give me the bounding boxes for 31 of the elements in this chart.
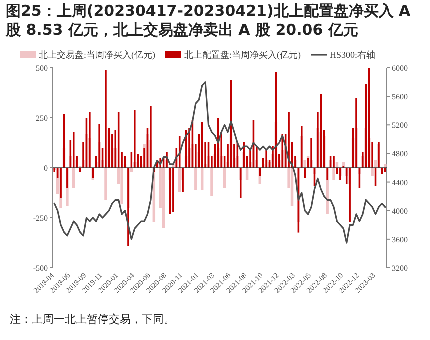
bar (194, 168, 198, 190)
y2-tick-label: 4800 (392, 150, 408, 159)
bar (120, 168, 124, 204)
y2-tick-label: 4400 (392, 178, 408, 188)
legend-label: 北上交易盘:当周净买入(亿元) (39, 50, 156, 60)
y2-tick-label: 6000 (392, 64, 408, 73)
bar (104, 168, 108, 200)
bar (162, 168, 166, 228)
bar (178, 168, 182, 192)
y2-tick-label: 5200 (392, 121, 408, 130)
y2-tick-label: 4000 (392, 206, 408, 216)
y-tick-label: -500 (33, 264, 48, 273)
text: 注：上周一北上暂停交易，下同。 (10, 312, 175, 327)
bar (371, 168, 374, 176)
y-tick-label: 500 (36, 64, 48, 73)
chart-title: 图25：上周(20230417-20230421)北上配置盘净买入 A 股 8.53 亿元，北上交易盘净卖出 A 股 20.06 亿元 (6, 2, 412, 40)
y-tick-label: -250 (33, 214, 48, 223)
legend-label: 北上配置盘:当周净买入(亿元) (184, 50, 301, 60)
y2-tick-label: 3600 (392, 235, 408, 244)
y2-tick-label: 3200 (392, 264, 408, 273)
bar (304, 160, 306, 168)
bar (288, 168, 290, 188)
y2-tick-label: 5600 (392, 92, 408, 102)
bar (159, 168, 162, 208)
y-tick-label: 0 (44, 164, 48, 173)
bar (210, 168, 214, 196)
legend-label: HS300:右轴 (330, 50, 376, 60)
bar (384, 164, 387, 168)
bar (332, 168, 336, 180)
y-tick-label: 250 (36, 114, 48, 123)
bar (200, 168, 204, 190)
